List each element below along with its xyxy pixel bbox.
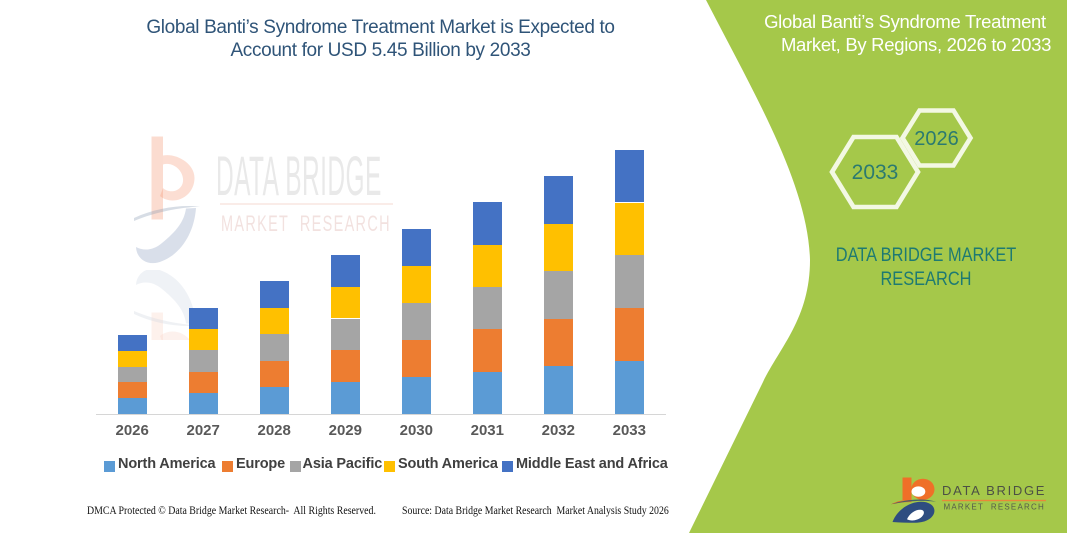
svg-text:2033: 2033 (852, 161, 899, 184)
svg-text:MARKET RESEARCH: MARKET RESEARCH (944, 503, 1045, 512)
svg-text:2026: 2026 (914, 128, 959, 150)
svg-text:DATA BRIDGE: DATA BRIDGE (942, 483, 1046, 498)
